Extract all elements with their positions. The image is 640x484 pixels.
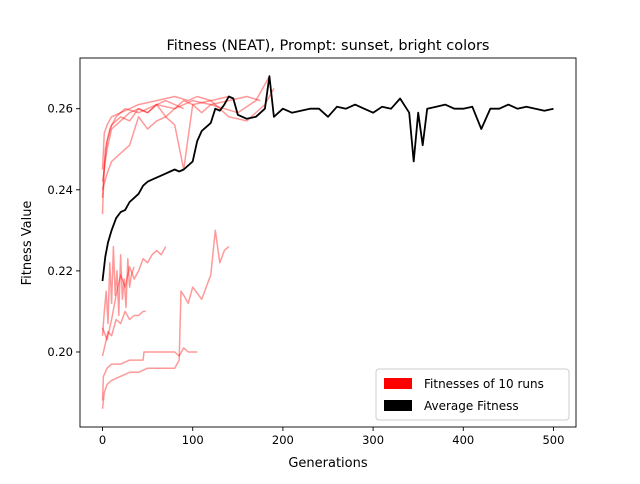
series-group bbox=[101, 75, 554, 409]
axes-frame bbox=[79, 57, 577, 428]
y-tick-label: 0.24 bbox=[47, 183, 73, 197]
legend: Fitnesses of 10 runs Average Fitness bbox=[375, 368, 570, 421]
x-tick-label: 400 bbox=[452, 433, 474, 447]
x-axis-label: Generations bbox=[288, 456, 368, 471]
legend-box bbox=[375, 368, 570, 421]
y-tick-label: 0.20 bbox=[47, 345, 73, 359]
legend-swatch bbox=[384, 378, 412, 389]
series-line-run-10 bbox=[101, 310, 146, 357]
legend-swatch bbox=[384, 400, 412, 411]
series-line-run-8 bbox=[101, 347, 198, 401]
x-tick-label: 0 bbox=[99, 433, 106, 447]
plot-area: 0 100 200 300 400 500 0.20 0.22 0.24 0.26 bbox=[47, 57, 577, 447]
series-line-run-4 bbox=[101, 88, 275, 191]
x-tick-label: 100 bbox=[182, 433, 204, 447]
series-line-run-6 bbox=[101, 245, 135, 336]
legend-label: Average Fitness bbox=[424, 399, 519, 413]
x-tick-label: 500 bbox=[542, 433, 564, 447]
chart-title: Fitness (NEAT), Prompt: sunset, bright c… bbox=[167, 38, 490, 54]
y-axis-label: Fitness Value bbox=[20, 201, 35, 286]
series-line-run-3 bbox=[101, 99, 185, 182]
series-line-average bbox=[101, 75, 554, 282]
series-line-run-7 bbox=[101, 246, 167, 341]
x-tick-label: 300 bbox=[362, 433, 384, 447]
legend-label: Fitnesses of 10 runs bbox=[424, 377, 544, 391]
series-line-run-5 bbox=[101, 95, 261, 215]
x-tick-label: 200 bbox=[272, 433, 294, 447]
series-line-run-1 bbox=[101, 95, 229, 170]
series-line-run-9 bbox=[101, 229, 230, 409]
y-tick-label: 0.22 bbox=[47, 264, 73, 278]
y-tick-label: 0.26 bbox=[47, 102, 73, 116]
